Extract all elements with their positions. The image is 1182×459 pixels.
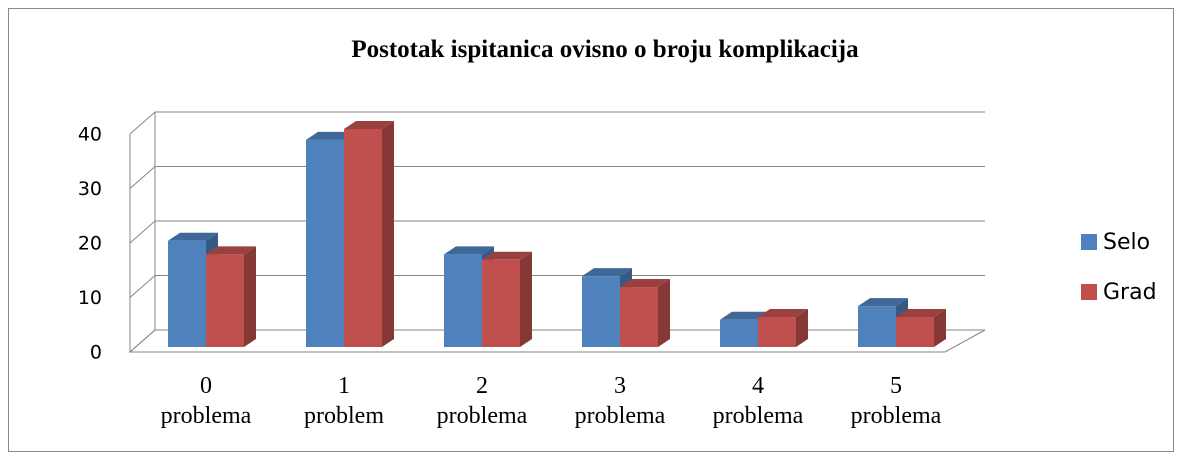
y-tick-label: 10 (78, 287, 102, 309)
legend-swatch (1081, 234, 1097, 250)
bar-top (620, 279, 670, 288)
legend-label: Grad (1103, 280, 1157, 305)
bar-top (896, 309, 946, 318)
bar-top (344, 121, 394, 129)
x-tick-label: 3 problema (575, 373, 666, 429)
y-tick-label: 30 (78, 178, 102, 200)
bar-side (382, 121, 394, 347)
bar (620, 287, 658, 347)
bar-top (306, 131, 356, 140)
bar (582, 276, 620, 347)
x-tick-label: 1 problem (304, 373, 384, 429)
bar (306, 139, 344, 347)
chart-border (8, 8, 1174, 452)
bar-side (934, 309, 946, 347)
bar (168, 240, 206, 347)
y-tick-label: 40 (78, 124, 102, 146)
bar (344, 129, 382, 347)
grid-line (129, 329, 156, 353)
bar-side (244, 246, 256, 347)
bar-top (206, 246, 256, 255)
bar-top (858, 298, 908, 307)
bar-top (582, 268, 632, 277)
grid-line (129, 111, 156, 135)
bar-side (520, 251, 532, 347)
grid-line (129, 220, 156, 244)
bar-side (658, 279, 670, 347)
bar (896, 317, 934, 347)
x-tick-label: 5 problema (851, 373, 942, 429)
x-tick-label: 0 problema (161, 373, 252, 429)
bar-top (482, 251, 532, 260)
bar (482, 259, 520, 347)
y-tick-label: 20 (78, 233, 102, 255)
chart-title: Postotak ispitanica ovisno o broju kompl… (351, 36, 859, 63)
y-tick-label: 0 (90, 342, 102, 364)
grid-line (129, 275, 156, 298)
bar-top (444, 246, 494, 255)
bar-side (796, 309, 808, 347)
grid-line (129, 166, 156, 189)
bar (720, 319, 758, 347)
bar (858, 306, 896, 347)
x-tick-label: 4 problema (713, 373, 804, 429)
legend-label: Selo (1103, 230, 1150, 255)
bar-top (168, 232, 218, 241)
bar (206, 254, 244, 347)
bar (444, 254, 482, 347)
bar-top (758, 309, 808, 318)
bar (758, 317, 796, 347)
bar-top (720, 311, 770, 320)
x-tick-label: 2 problema (437, 373, 528, 429)
legend-swatch (1081, 284, 1097, 300)
